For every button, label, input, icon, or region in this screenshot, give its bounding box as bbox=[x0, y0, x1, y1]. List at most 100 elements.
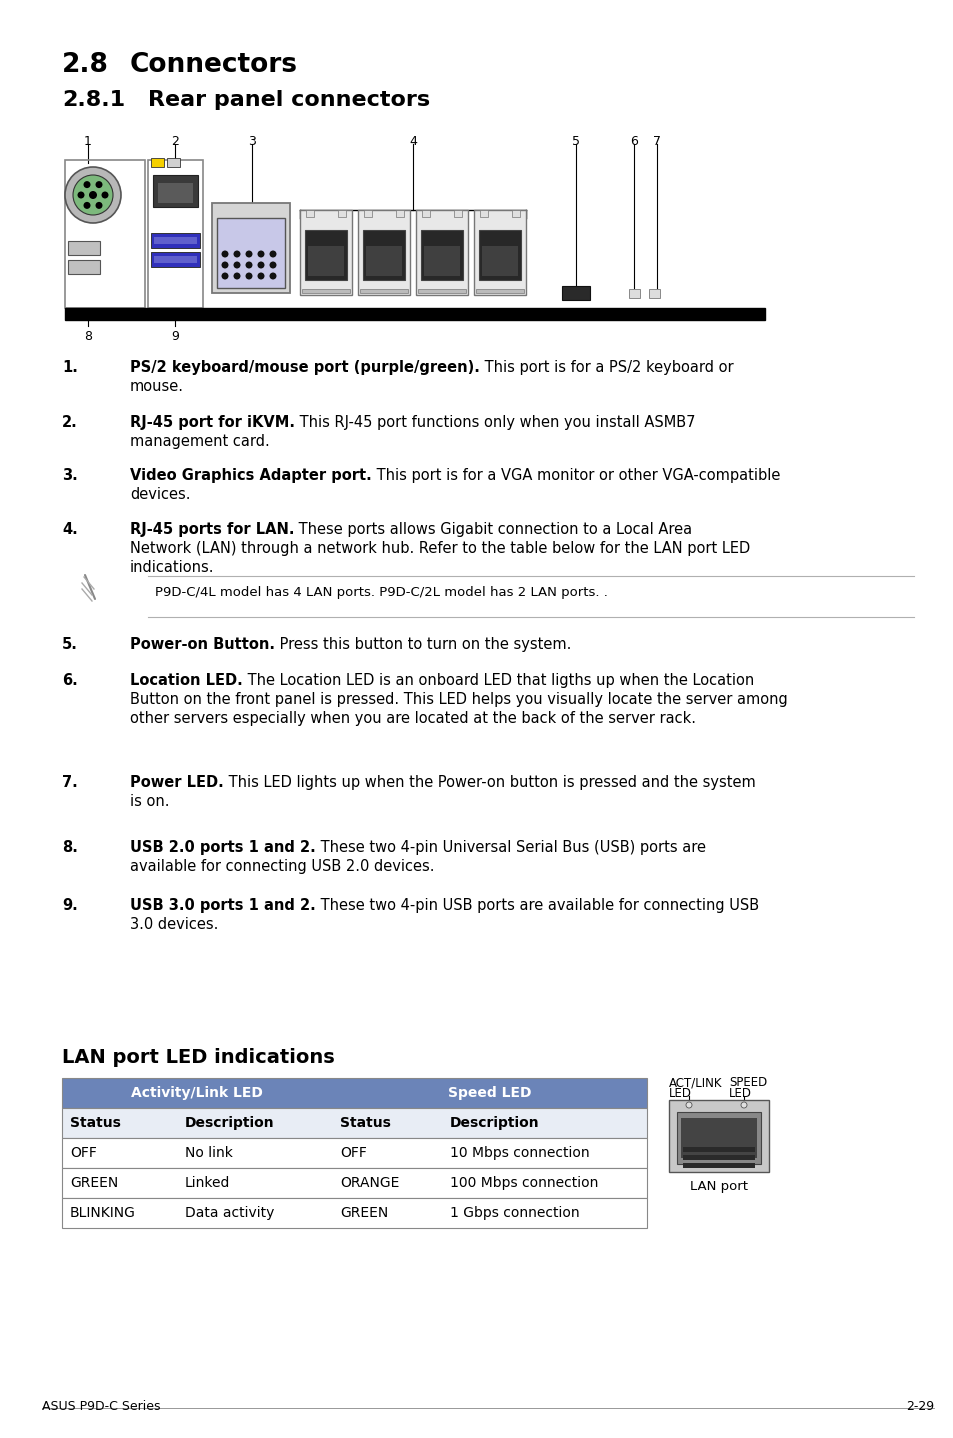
Circle shape bbox=[233, 272, 240, 279]
Circle shape bbox=[245, 262, 253, 269]
Text: 2.: 2. bbox=[62, 416, 77, 430]
Bar bbox=[476, 289, 523, 293]
Circle shape bbox=[221, 250, 229, 257]
Text: ORANGE: ORANGE bbox=[339, 1176, 399, 1191]
Text: 4: 4 bbox=[409, 135, 416, 148]
Text: The Location LED is an onboard LED that ligths up when the Location: The Location LED is an onboard LED that … bbox=[242, 673, 753, 687]
Text: ACT/LINK: ACT/LINK bbox=[668, 1076, 721, 1089]
Text: LED: LED bbox=[668, 1087, 691, 1100]
Circle shape bbox=[269, 262, 276, 269]
Text: Location LED.: Location LED. bbox=[130, 673, 242, 687]
Bar bbox=[417, 289, 465, 293]
Bar bbox=[416, 210, 468, 295]
Text: Network (LAN) through a network hub. Refer to the table below for the LAN port L: Network (LAN) through a network hub. Ref… bbox=[130, 541, 749, 557]
Bar bbox=[299, 210, 352, 295]
Text: Activity/Link LED: Activity/Link LED bbox=[131, 1086, 263, 1100]
Text: 2.8: 2.8 bbox=[62, 52, 109, 78]
Bar bbox=[359, 289, 408, 293]
Text: 4.: 4. bbox=[62, 522, 77, 536]
Circle shape bbox=[221, 262, 229, 269]
Bar bbox=[628, 289, 639, 298]
Text: BLINKING: BLINKING bbox=[70, 1206, 135, 1219]
Bar bbox=[680, 1117, 757, 1158]
Text: Linked: Linked bbox=[185, 1176, 230, 1191]
Bar bbox=[153, 256, 196, 263]
Bar bbox=[212, 203, 290, 293]
Bar bbox=[148, 160, 203, 308]
Bar bbox=[395, 210, 403, 217]
Circle shape bbox=[77, 191, 85, 198]
Bar bbox=[366, 246, 401, 276]
Circle shape bbox=[245, 272, 253, 279]
Text: PS/2 keyboard/mouse port (purple/green).: PS/2 keyboard/mouse port (purple/green). bbox=[130, 360, 479, 375]
Text: Power LED.: Power LED. bbox=[130, 775, 224, 789]
Text: Connectors: Connectors bbox=[130, 52, 297, 78]
Circle shape bbox=[84, 201, 91, 209]
Text: Button on the front panel is pressed. This LED helps you visually locate the ser: Button on the front panel is pressed. Th… bbox=[130, 692, 787, 707]
Bar bbox=[65, 160, 145, 308]
Circle shape bbox=[257, 262, 264, 269]
Circle shape bbox=[95, 201, 102, 209]
Text: 8.: 8. bbox=[62, 840, 78, 856]
Text: 2: 2 bbox=[171, 135, 179, 148]
Text: Rear panel connectors: Rear panel connectors bbox=[148, 91, 430, 109]
Circle shape bbox=[101, 191, 109, 198]
Text: OFF: OFF bbox=[70, 1146, 97, 1160]
Text: 3.0 devices.: 3.0 devices. bbox=[130, 917, 218, 932]
Bar bbox=[454, 210, 461, 217]
Text: SPEED: SPEED bbox=[728, 1076, 766, 1089]
Circle shape bbox=[95, 181, 102, 188]
Bar bbox=[62, 1109, 646, 1137]
Text: available for connecting USB 2.0 devices.: available for connecting USB 2.0 devices… bbox=[130, 858, 434, 874]
Circle shape bbox=[685, 1102, 691, 1109]
Text: USB 2.0 ports 1 and 2.: USB 2.0 ports 1 and 2. bbox=[130, 840, 315, 856]
Text: Description: Description bbox=[450, 1116, 539, 1130]
Text: 3: 3 bbox=[248, 135, 255, 148]
Text: 1: 1 bbox=[84, 135, 91, 148]
Text: P9D-C/4L model has 4 LAN ports. P9D-C/2L model has 2 LAN ports. .: P9D-C/4L model has 4 LAN ports. P9D-C/2L… bbox=[154, 587, 607, 600]
Text: No link: No link bbox=[185, 1146, 233, 1160]
Bar bbox=[308, 246, 344, 276]
Bar bbox=[152, 175, 198, 207]
Bar bbox=[668, 1100, 768, 1172]
Text: This LED lights up when the Power-on button is pressed and the system: This LED lights up when the Power-on but… bbox=[224, 775, 755, 789]
Bar bbox=[561, 286, 589, 301]
Text: Status: Status bbox=[70, 1116, 121, 1130]
Bar bbox=[364, 210, 372, 217]
Text: LAN port LED indications: LAN port LED indications bbox=[62, 1048, 335, 1067]
Bar bbox=[479, 210, 488, 217]
Circle shape bbox=[221, 272, 229, 279]
Text: LAN port: LAN port bbox=[689, 1181, 747, 1194]
Bar bbox=[151, 158, 164, 167]
Text: Video Graphics Adapter port.: Video Graphics Adapter port. bbox=[130, 467, 372, 483]
Text: These ports allows Gigabit connection to a Local Area: These ports allows Gigabit connection to… bbox=[294, 522, 692, 536]
Bar bbox=[682, 1163, 754, 1168]
Bar bbox=[682, 1155, 754, 1160]
Text: 9.: 9. bbox=[62, 897, 77, 913]
Bar bbox=[158, 183, 193, 203]
Text: OFF: OFF bbox=[339, 1146, 367, 1160]
Text: RJ-45 ports for LAN.: RJ-45 ports for LAN. bbox=[130, 522, 294, 536]
Circle shape bbox=[65, 167, 121, 223]
Circle shape bbox=[269, 250, 276, 257]
Circle shape bbox=[245, 250, 253, 257]
Bar bbox=[512, 210, 519, 217]
Text: 8: 8 bbox=[84, 329, 91, 344]
Text: 5: 5 bbox=[572, 135, 579, 148]
Text: These two 4-pin USB ports are available for connecting USB: These two 4-pin USB ports are available … bbox=[315, 897, 758, 913]
Bar bbox=[306, 210, 314, 217]
Bar bbox=[305, 230, 347, 280]
Bar bbox=[677, 1112, 760, 1163]
Bar bbox=[68, 260, 100, 275]
Text: 5.: 5. bbox=[62, 637, 78, 651]
Bar bbox=[648, 289, 659, 298]
Text: devices.: devices. bbox=[130, 487, 191, 502]
Bar bbox=[474, 210, 525, 295]
Bar bbox=[62, 1198, 646, 1228]
Circle shape bbox=[84, 181, 91, 188]
Bar bbox=[62, 1078, 646, 1109]
Text: This port is for a VGA monitor or other VGA-compatible: This port is for a VGA monitor or other … bbox=[372, 467, 780, 483]
Text: mouse.: mouse. bbox=[130, 380, 184, 394]
Circle shape bbox=[233, 250, 240, 257]
Text: 6: 6 bbox=[629, 135, 638, 148]
